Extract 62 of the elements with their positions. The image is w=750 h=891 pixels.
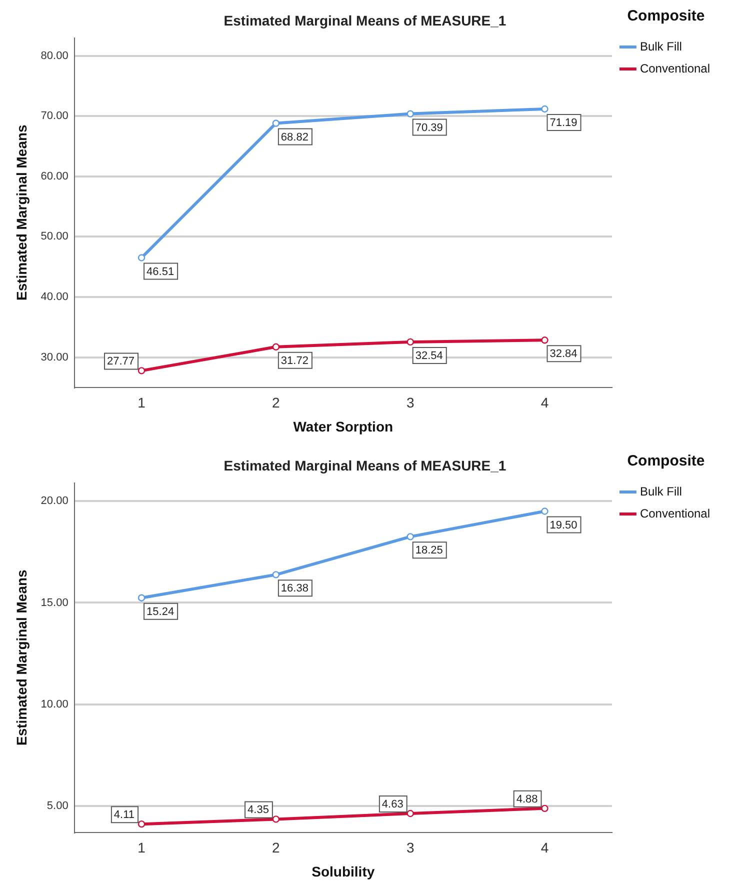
legend-title: Composite [627,8,705,25]
data-label: 4.63 [382,798,404,811]
x-axis-title: Water Sorption [293,418,394,434]
y-tick-label: 40.00 [40,291,68,304]
data-label: 32.84 [550,348,578,360]
data-label: 32.54 [415,350,443,362]
y-tick-label: 50.00 [40,230,68,243]
y-axis-title: Estimated Marginal Means [13,569,30,746]
y-tick-label: 70.00 [40,110,68,122]
point [138,367,146,374]
data-label: 31.72 [280,354,308,367]
y-tick-label: 15.00 [40,596,68,609]
point [272,343,280,350]
point [138,594,146,602]
point [541,804,548,812]
point [406,338,414,346]
point [272,120,280,127]
point [272,816,280,823]
y-tick-label: 20.00 [40,495,68,508]
x-tick-label: 4 [540,840,549,856]
legend-label: Conventional [640,61,710,76]
data-label: 18.25 [415,544,443,557]
x-tick-label: 3 [406,840,414,856]
point [541,105,548,113]
x-tick-label: 1 [138,394,146,411]
data-label: 68.82 [280,131,308,144]
point [406,533,414,540]
point [272,571,280,578]
x-axis-title: Solubility [312,863,375,880]
point [541,336,548,344]
y-tick-label: 60.00 [40,170,68,182]
y-tick-label: 30.00 [40,351,68,364]
data-label: 15.24 [146,606,174,618]
point [138,820,146,828]
x-tick-label: 1 [138,840,146,856]
chart-title: Estimated Marginal Means of MEASURE_1 [224,12,506,28]
point [541,508,548,515]
point [406,810,414,818]
legend-label: Bulk Fill [640,484,682,498]
y-tick-label: 5.00 [46,800,68,812]
data-label: 71.19 [550,117,578,130]
data-label: 70.39 [415,122,443,134]
data-label: 4.11 [114,809,135,822]
data-label: 4.35 [248,804,269,816]
x-tick-label: 2 [272,394,280,411]
chart-title: Estimated Marginal Means of MEASURE_1 [224,457,506,474]
data-label: 16.38 [280,582,308,595]
x-tick-label: 3 [406,394,414,411]
x-tick-label: 2 [272,840,280,856]
data-label: 27.77 [107,356,135,368]
point [138,254,146,262]
legend-label: Conventional [640,506,710,520]
point [406,110,414,118]
data-label: 46.51 [146,266,174,278]
data-label: 4.88 [516,793,538,806]
y-axis-title: Estimated Marginal Means [13,124,30,301]
y-tick-label: 80.00 [40,50,68,62]
data-label: 19.50 [550,519,578,532]
legend-title: Composite [627,452,705,470]
x-tick-label: 4 [540,394,549,411]
legend-label: Bulk Fill [640,39,682,54]
y-tick-label: 10.00 [40,698,68,710]
